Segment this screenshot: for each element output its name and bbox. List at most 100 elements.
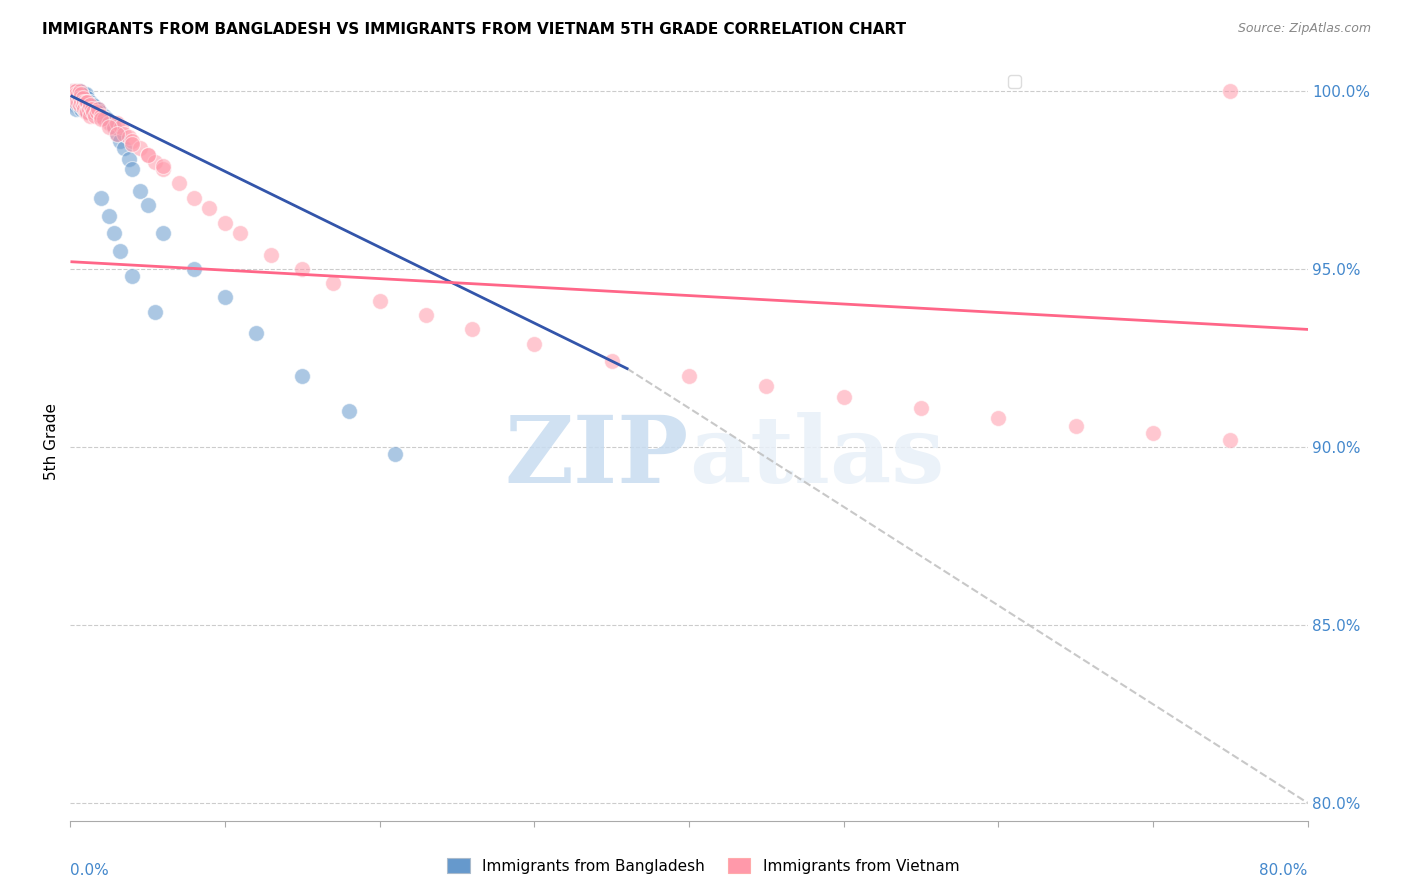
Point (114, 141, 135, 155)
Point (152, 227, 174, 241)
Point (90, 109, 112, 123)
Point (89, 105, 111, 120)
Point (214, 216, 236, 230)
Text: IMMIGRANTS FROM BANGLADESH VS IMMIGRANTS FROM VIETNAM 5TH GRADE CORRELATION CHAR: IMMIGRANTS FROM BANGLADESH VS IMMIGRANTS… (42, 22, 907, 37)
Point (70, 95, 93, 109)
Point (72, 98, 94, 112)
Point (65, 91, 87, 105)
Point (103, 120, 125, 134)
Point (77, 102, 100, 116)
Point (84, 109, 107, 123)
Point (67, 87, 90, 102)
Point (80, 98, 103, 112)
Point (678, 368, 700, 383)
Point (322, 276, 344, 290)
Point (73, 87, 96, 102)
Point (65, 87, 87, 102)
Point (129, 184, 152, 198)
Point (63, 84, 86, 98)
Point (79, 95, 101, 109)
Point (76, 105, 98, 120)
Point (90, 112, 112, 127)
Point (98, 116, 120, 130)
Point (136, 198, 159, 212)
Point (105, 116, 128, 130)
Point (121, 134, 143, 148)
Point (65, 102, 87, 116)
Point (86, 105, 108, 120)
Point (114, 127, 135, 141)
Point (63, 87, 86, 102)
Point (152, 159, 174, 173)
Point (87, 102, 110, 116)
Point (82, 105, 105, 120)
Point (82, 98, 105, 112)
Point (76, 98, 98, 112)
Point (167, 177, 190, 191)
Point (1064, 418, 1087, 433)
Point (75, 95, 97, 109)
Point (65, 84, 87, 98)
Point (70, 87, 93, 102)
Point (291, 261, 314, 276)
Point (75, 95, 97, 109)
Point (72, 91, 94, 105)
Point (67, 91, 90, 105)
Point (121, 268, 143, 283)
Point (103, 227, 125, 241)
Point (60, 84, 83, 98)
Point (63, 87, 86, 102)
Point (600, 354, 623, 368)
Point (75, 87, 97, 102)
Point (63, 98, 86, 112)
Point (118, 130, 141, 145)
Point (73, 102, 96, 116)
Point (755, 379, 778, 393)
Point (76, 91, 98, 105)
Point (67, 95, 90, 109)
Point (80, 102, 103, 116)
Point (62, 84, 84, 98)
Point (832, 390, 855, 404)
Point (69, 91, 91, 105)
Point (129, 141, 152, 155)
Point (93, 112, 115, 127)
Point (1219, 433, 1241, 447)
Point (63, 84, 86, 98)
Point (63, 91, 86, 105)
Point (229, 227, 252, 241)
Point (90, 191, 112, 205)
Point (291, 368, 314, 383)
Point (145, 304, 166, 318)
Y-axis label: 5th Grade: 5th Grade (44, 403, 59, 480)
Point (121, 137, 143, 152)
Point (461, 322, 484, 336)
Point (63, 95, 86, 109)
Legend: Immigrants from Bangladesh, Immigrants from Vietnam: Immigrants from Bangladesh, Immigrants f… (440, 852, 966, 880)
Point (73, 102, 96, 116)
Point (70, 91, 93, 105)
Point (70, 102, 93, 116)
Point (368, 293, 391, 308)
Point (69, 98, 91, 112)
Point (98, 120, 120, 134)
Point (90, 109, 112, 123)
Point (384, 447, 406, 461)
Point (987, 411, 1010, 425)
Point (523, 336, 546, 351)
Point (93, 109, 115, 123)
Point (98, 209, 120, 223)
Point (337, 404, 360, 418)
Point (62, 87, 84, 102)
Point (415, 308, 437, 322)
Point (214, 290, 236, 304)
Point (145, 155, 166, 169)
Point (79, 98, 101, 112)
Point (1142, 425, 1164, 440)
Point (82, 105, 105, 120)
Point (100, 116, 122, 130)
Point (183, 261, 205, 276)
Point (67, 98, 90, 112)
Point (62, 87, 84, 102)
Point (65, 87, 87, 102)
